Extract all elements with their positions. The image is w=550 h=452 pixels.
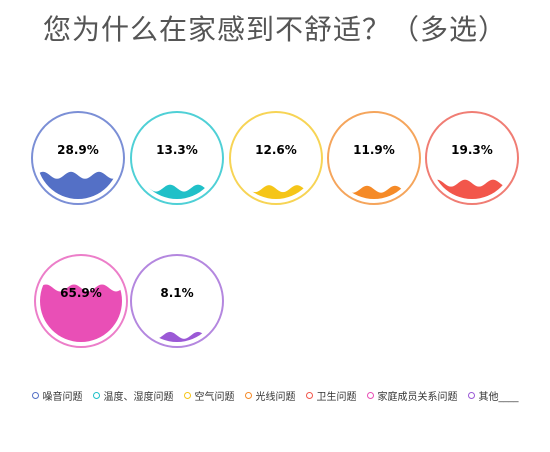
liquid-gauge: 28.9%: [31, 111, 125, 205]
gauge-ring: [130, 111, 224, 205]
liquid-gauge: 11.9%: [327, 111, 421, 205]
gauge-ring: [130, 254, 224, 348]
legend-item[interactable]: 温度、湿度问题: [92, 388, 174, 403]
legend-label: 光线问题: [255, 392, 296, 403]
gauge-ring: [327, 111, 421, 205]
legend-label: 空气问题: [194, 392, 235, 403]
gauge-ring: [229, 111, 323, 205]
liquid-fill: [37, 171, 119, 199]
liquid-fill: [431, 179, 513, 199]
value-label: 65.9%: [60, 286, 102, 300]
legend-label: 噪音问题: [42, 392, 83, 403]
legend-item[interactable]: 卫生问题: [305, 388, 357, 403]
liquid-gauge: 8.1%: [130, 254, 224, 348]
value-label: 12.6%: [255, 143, 297, 157]
legend-label: 卫生问题: [316, 392, 357, 403]
value-label: 11.9%: [353, 143, 395, 157]
legend-marker-icon: [92, 392, 100, 399]
legend-item[interactable]: 光线问题: [244, 388, 296, 403]
legend-marker-icon: [31, 392, 39, 399]
legend-label: 家庭成员关系问题: [377, 392, 458, 403]
legend-marker-icon: [183, 392, 191, 399]
value-label: 13.3%: [156, 143, 198, 157]
legend-marker-icon: [244, 392, 252, 399]
legend-label: 温度、湿度问题: [103, 392, 174, 403]
value-label: 28.9%: [57, 143, 99, 157]
liquid-gauge: 65.9%: [34, 254, 128, 348]
legend-item[interactable]: 噪音问题: [31, 388, 83, 403]
legend: 噪音问题 温度、湿度问题 空气问题 光线问题 卫生问题 家庭成员关系问题 其他____: [0, 388, 550, 403]
legend-item[interactable]: 空气问题: [183, 388, 235, 403]
legend-item[interactable]: 其他____: [467, 388, 519, 403]
legend-marker-icon: [366, 392, 374, 399]
value-label: 8.1%: [160, 286, 193, 300]
liquid-gauge: 19.3%: [425, 111, 519, 205]
liquid-gauge: 13.3%: [130, 111, 224, 205]
legend-marker-icon: [305, 392, 313, 399]
legend-label: 其他____: [478, 392, 519, 403]
value-label: 19.3%: [451, 143, 493, 157]
liquid-gauge: 12.6%: [229, 111, 323, 205]
liquid-fill: [235, 185, 317, 199]
legend-marker-icon: [467, 392, 475, 399]
chart-title: 您为什么在家感到不舒适？（多选）: [42, 13, 507, 46]
chart-canvas: 28.9% 13.3% 12.6% 11.9% 19.3% 65.9% 8.1%: [31, 111, 519, 348]
legend-item[interactable]: 家庭成员关系问题: [366, 388, 458, 403]
